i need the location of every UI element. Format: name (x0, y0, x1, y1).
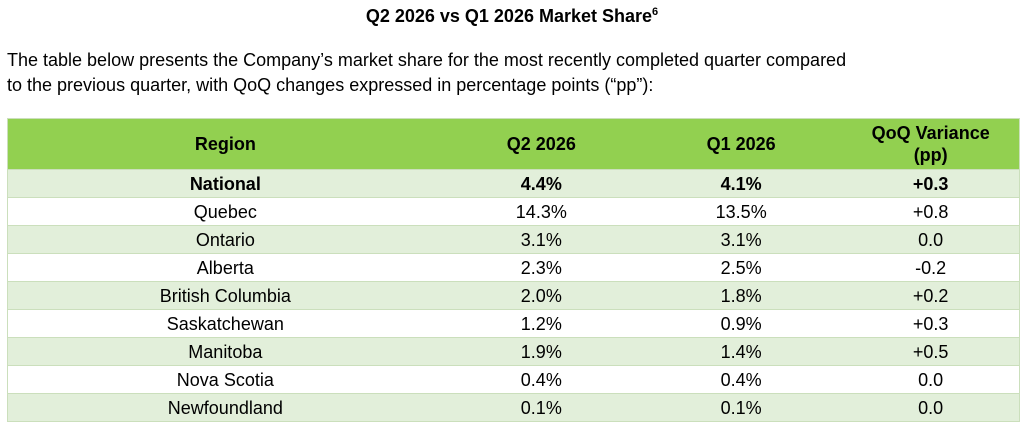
table-row-quebec: Quebec 14.3% 13.5% +0.8 (7, 197, 1020, 226)
table-row-british-columbia: British Columbia 2.0% 1.8% +0.2 (7, 281, 1020, 310)
page-title: Q2 2026 vs Q1 2026 Market Share6 (0, 6, 1024, 27)
qoq-variance-cell: -0.2 (842, 253, 1020, 282)
table-row-national: National 4.4% 4.1% +0.3 (7, 169, 1020, 198)
table-row-alberta: Alberta 2.3% 2.5% -0.2 (7, 253, 1020, 282)
q2-value-cell: 14.3% (442, 197, 640, 226)
table-row-manitoba: Manitoba 1.9% 1.4% +0.5 (7, 337, 1020, 366)
qoq-variance-cell: 0.0 (842, 365, 1020, 394)
region-cell: National (7, 169, 443, 198)
page-title-text: Q2 2026 vs Q1 2026 Market Share (365, 6, 653, 26)
table-row-ontario: Ontario 3.1% 3.1% 0.0 (7, 225, 1020, 254)
q1-value-cell: 2.5% (639, 253, 843, 282)
q2-value-cell: 2.3% (442, 253, 640, 282)
q2-value-cell: 1.9% (442, 337, 640, 366)
region-cell: Newfoundland (7, 393, 443, 422)
footnote-reference: 6 (652, 6, 659, 18)
q2-value-cell: 0.1% (442, 393, 640, 422)
q1-value-cell: 4.1% (639, 169, 843, 198)
intro-paragraph: The table below presents the Company’s m… (7, 50, 847, 95)
column-header-q2-2026: Q2 2026 (442, 118, 640, 170)
region-cell: British Columbia (7, 281, 443, 310)
table-row-nova-scotia: Nova Scotia 0.4% 0.4% 0.0 (7, 365, 1020, 394)
qoq-variance-cell: +0.8 (842, 197, 1020, 226)
q1-value-cell: 1.8% (639, 281, 843, 310)
q1-value-cell: 3.1% (639, 225, 843, 254)
region-cell: Manitoba (7, 337, 443, 366)
region-cell: Nova Scotia (7, 365, 443, 394)
market-share-table: Region Q2 2026 Q1 2026 QoQ Variance (pp)… (7, 118, 1020, 422)
table-row-saskatchewan: Saskatchewan 1.2% 0.9% +0.3 (7, 309, 1020, 338)
qoq-variance-cell: 0.0 (842, 225, 1020, 254)
region-cell: Saskatchewan (7, 309, 443, 338)
qoq-variance-cell: +0.3 (842, 309, 1020, 338)
q2-value-cell: 3.1% (442, 225, 640, 254)
column-header-qoq-variance: QoQ Variance (pp) (842, 118, 1020, 170)
q1-value-cell: 1.4% (639, 337, 843, 366)
region-cell: Quebec (7, 197, 443, 226)
q1-value-cell: 0.1% (639, 393, 843, 422)
qoq-variance-cell: 0.0 (842, 393, 1020, 422)
q1-value-cell: 0.9% (639, 309, 843, 338)
table-header-row: Region Q2 2026 Q1 2026 QoQ Variance (pp) (7, 118, 1020, 170)
table-row-newfoundland: Newfoundland 0.1% 0.1% 0.0 (7, 393, 1020, 422)
column-header-q1-2026: Q1 2026 (639, 118, 843, 170)
q2-value-cell: 1.2% (442, 309, 640, 338)
q1-value-cell: 13.5% (639, 197, 843, 226)
q2-value-cell: 0.4% (442, 365, 640, 394)
q1-value-cell: 0.4% (639, 365, 843, 394)
column-header-region: Region (7, 118, 443, 170)
qoq-variance-cell: +0.5 (842, 337, 1020, 366)
region-cell: Ontario (7, 225, 443, 254)
q2-value-cell: 4.4% (442, 169, 640, 198)
qoq-variance-cell: +0.2 (842, 281, 1020, 310)
region-cell: Alberta (7, 253, 443, 282)
q2-value-cell: 2.0% (442, 281, 640, 310)
qoq-variance-cell: +0.3 (842, 169, 1020, 198)
document-page: Q2 2026 vs Q1 2026 Market Share6 The tab… (0, 6, 1024, 445)
